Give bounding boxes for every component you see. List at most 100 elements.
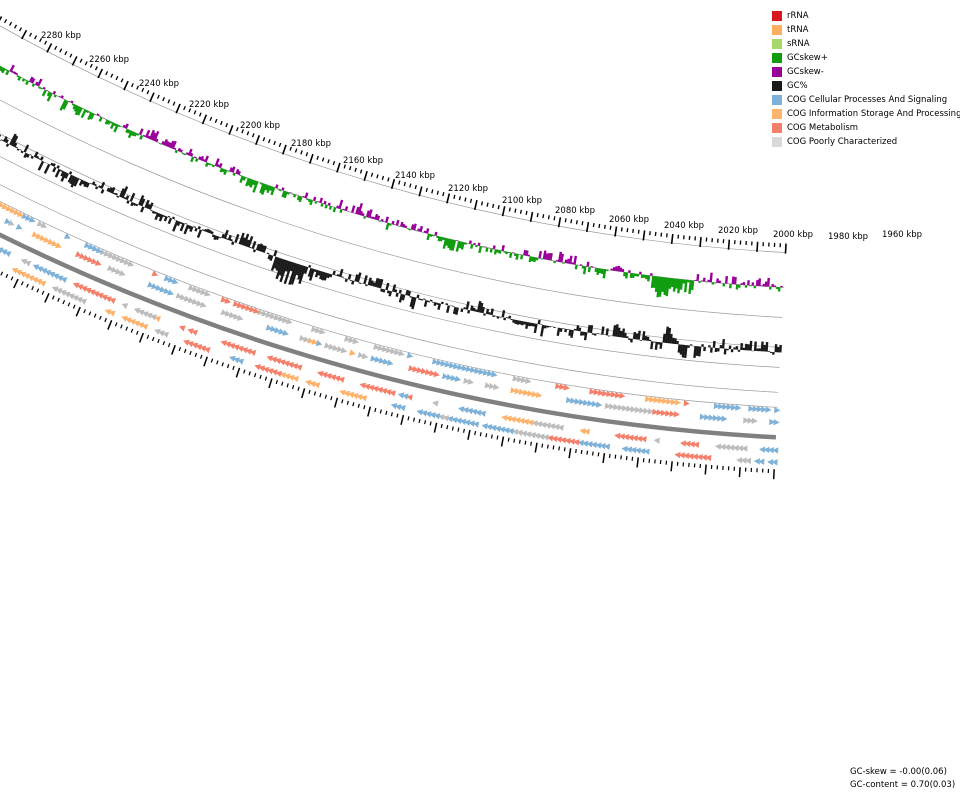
cog-feature-arrow (15, 223, 23, 230)
outer-tick (183, 105, 186, 111)
cog-feature-arrow (481, 423, 488, 430)
legend: rRNA tRNA sRNA GCskew+ GCskew- GC% COG Cellula… (772, 9, 960, 149)
scale-tick-label: 2040 kbp (664, 221, 704, 231)
inner-tick (99, 315, 102, 320)
outer-tick (162, 97, 165, 102)
gc-content-bar (303, 266, 309, 275)
cog-feature-arrow (106, 264, 114, 271)
cog-feature-arrow (469, 366, 477, 373)
outer-tick (225, 123, 229, 128)
cog-feature-arrow (636, 435, 643, 443)
outer-tick (316, 155, 319, 160)
gc-content-bar (221, 233, 225, 239)
gc-skew-bar (385, 222, 390, 231)
cog-feature-arrow (283, 373, 291, 380)
cog-feature-arrow (283, 360, 290, 367)
cog-feature-arrow (329, 374, 337, 381)
cog-feature-arrow (332, 344, 339, 351)
outer-tick (120, 78, 124, 83)
cog-feature-arrow (661, 397, 669, 405)
cog-feature-arrow (142, 311, 149, 318)
cog-feature-arrow (603, 443, 611, 450)
gc-content-bar (518, 320, 522, 325)
gc-content-bar (605, 328, 609, 336)
cog-feature-arrow (684, 440, 691, 448)
cog-feature-arrow (282, 329, 289, 336)
scale-tick-label: 2100 kbp (502, 196, 542, 206)
gc-skew-bar (573, 255, 578, 265)
legend-swatch (772, 25, 782, 35)
gc-content-bar (158, 214, 164, 222)
gc-content-bar (314, 269, 320, 278)
gc-skew-bar (200, 155, 205, 161)
inner-tick (232, 365, 235, 371)
cog-feature-arrow (199, 301, 207, 308)
gc-skew-bar (31, 83, 36, 87)
outer-tick (97, 68, 104, 79)
outer-tick (146, 90, 150, 95)
inner-tick (704, 464, 707, 475)
gc-skew-bar (149, 129, 156, 140)
gc-content-bar (125, 195, 130, 201)
outer-tick (403, 181, 406, 187)
inner-tick (534, 442, 538, 453)
gc-content-bar (600, 326, 605, 335)
cog-feature-arrow (377, 344, 384, 351)
gc-content-bar (112, 192, 116, 195)
gc-skew-bar (266, 185, 272, 194)
cog-feature-arrow (56, 275, 64, 282)
cog-feature-arrow (74, 251, 82, 257)
inner-tick (568, 448, 572, 459)
gc-content-bar (543, 325, 547, 329)
inner-tick (379, 409, 382, 414)
gc-skew-bar (113, 123, 117, 127)
backbone-arc (0, 232, 777, 440)
inner-tick (41, 290, 45, 295)
cog-feature-arrow (406, 352, 414, 359)
cog-feature-arrow (154, 328, 161, 335)
inner-tick (385, 410, 388, 415)
cog-feature-arrow (183, 339, 190, 346)
cog-feature-arrow (660, 409, 667, 417)
inner-tick (0, 271, 4, 276)
inner-tick (216, 360, 219, 365)
cog-feature-arrow (93, 291, 100, 298)
gc-skew-bar (125, 128, 129, 134)
gc-skew-bar (355, 206, 360, 215)
gc-content-bar (760, 341, 764, 352)
gc-skew-bar (679, 279, 684, 290)
gc-skew-bar (304, 192, 309, 199)
inner-tick (620, 455, 622, 460)
cog-feature-arrow (649, 396, 656, 403)
cog-feature-arrow (767, 446, 774, 454)
gc-content-bar (395, 292, 399, 297)
gc-content-bar (446, 305, 451, 314)
cog-feature-arrow (52, 273, 60, 280)
gc-skew-bar (359, 210, 363, 216)
gc-skew-bar (400, 221, 404, 227)
gc-skew-bar (171, 140, 177, 150)
cog-feature-arrow (728, 444, 735, 451)
inner-tick (772, 469, 775, 480)
cog-feature-arrow (494, 425, 502, 433)
cog-feature-arrow (224, 297, 232, 304)
gc-skew-bar (417, 228, 421, 232)
inner-tick (400, 414, 405, 425)
gc-skew-bar (161, 140, 165, 145)
gc-skew-bar (363, 216, 367, 219)
cog-feature-arrow (726, 403, 733, 411)
gc-content-bar (290, 262, 296, 272)
outer-tick (71, 56, 78, 66)
gc-skew-bar (309, 199, 314, 206)
outer-tick (214, 118, 218, 124)
gc-skew-bar (155, 138, 159, 143)
gc-skew-bar (163, 138, 168, 146)
cog-feature-arrow (450, 374, 457, 381)
gc-skew-bar (15, 72, 19, 76)
cog-feature-arrow (199, 345, 207, 352)
gc-content-bar (391, 284, 397, 293)
cog-feature-arrow (133, 308, 141, 314)
scale-tick-label: 2240 kbp (139, 79, 179, 89)
cog-feature-arrow (146, 312, 153, 319)
cog-feature-arrow (529, 432, 536, 439)
